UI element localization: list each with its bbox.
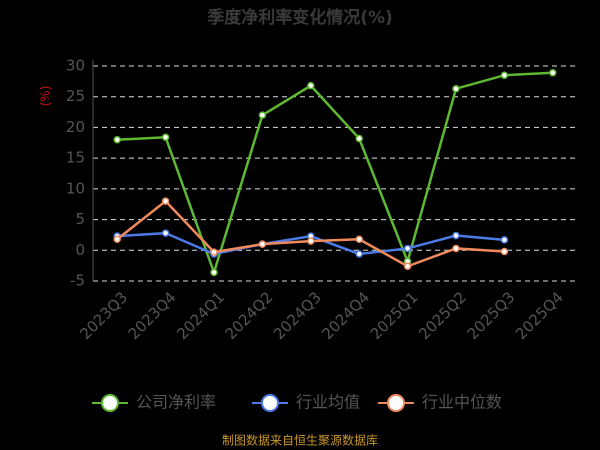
- x-tick-label: 2025Q2: [415, 288, 470, 343]
- legend-label: 公司净利率: [136, 393, 216, 412]
- x-tick-label: 2025Q3: [464, 288, 519, 343]
- data-point: [500, 247, 509, 256]
- data-point: [113, 235, 121, 243]
- data-point: [161, 229, 170, 237]
- y-tick-label: -5: [70, 272, 85, 290]
- y-tick-label: 25: [66, 87, 85, 105]
- data-point: [500, 236, 509, 244]
- data-point: [307, 81, 315, 90]
- data-point: [307, 237, 315, 245]
- data-point: [258, 240, 267, 248]
- legend-label: 行业中位数: [422, 393, 502, 412]
- legend-marker: [101, 394, 119, 412]
- data-point: [355, 250, 363, 258]
- data-point: [452, 84, 460, 93]
- data-point: [161, 197, 170, 205]
- data-point: [355, 134, 363, 143]
- data-point: [210, 248, 218, 256]
- x-tick-label: 2025Q1: [367, 288, 422, 343]
- series-line: [117, 71, 553, 277]
- y-axis-label: (%): [39, 86, 53, 107]
- y-tick-label: 0: [75, 241, 85, 259]
- x-tick-label: 2025Q4: [512, 288, 567, 343]
- x-tick-label: 2024Q2: [222, 288, 277, 343]
- source-note: 制图数据来自恒生聚源数据库: [222, 433, 378, 448]
- y-tick-label: 20: [66, 118, 85, 136]
- data-point: [549, 69, 557, 77]
- legend-label: 行业均值: [296, 393, 360, 412]
- y-tick-label: 10: [66, 179, 85, 197]
- chart-title: 季度净利率变化情况(%): [207, 7, 393, 28]
- y-tick-label: 5: [75, 210, 85, 228]
- data-point: [403, 262, 412, 271]
- legend-marker: [261, 394, 279, 412]
- data-point: [210, 268, 218, 277]
- data-point: [161, 133, 170, 142]
- y-tick-label: 30: [66, 57, 85, 75]
- data-point: [258, 111, 267, 119]
- x-tick-label: 2023Q3: [76, 288, 131, 343]
- data-point: [452, 231, 460, 240]
- data-point: [403, 244, 412, 253]
- y-tick-label: 15: [66, 149, 85, 167]
- x-tick-label: 2024Q4: [318, 288, 373, 343]
- data-point: [113, 135, 121, 144]
- x-tick-label: 2024Q1: [173, 288, 228, 343]
- legend-marker: [387, 394, 405, 412]
- x-tick-label: 2024Q3: [270, 288, 325, 343]
- data-point: [500, 71, 509, 79]
- data-point: [452, 244, 460, 253]
- data-point: [355, 235, 363, 243]
- x-tick-label: 2023Q4: [125, 288, 180, 343]
